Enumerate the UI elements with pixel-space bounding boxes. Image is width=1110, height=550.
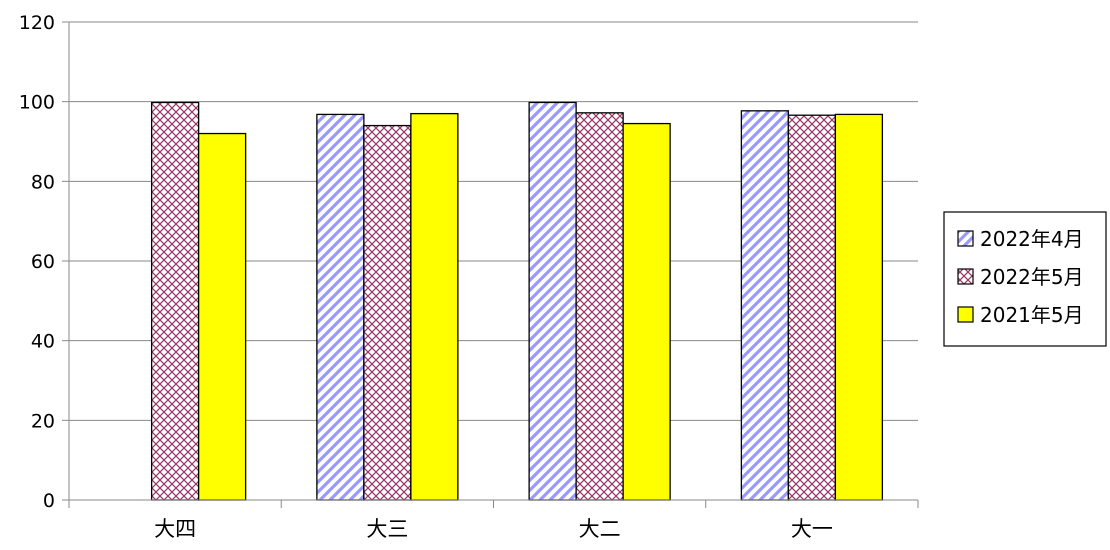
legend-label: 2022年5月	[980, 265, 1084, 289]
bar	[197, 132, 247, 501]
bar	[834, 113, 884, 501]
y-tick-label: 60	[31, 251, 55, 273]
x-category-label: 大二	[579, 517, 621, 541]
x-category-label: 大三	[366, 517, 408, 541]
legend-swatch	[957, 306, 974, 323]
legend-swatch	[957, 268, 974, 285]
bar	[740, 110, 790, 501]
bar	[410, 112, 459, 501]
y-tick-label: 120	[19, 12, 55, 34]
legend-swatch	[957, 230, 974, 247]
bar	[316, 113, 365, 501]
bar	[787, 114, 837, 501]
legend: 2022年4月 2022年5月 2021年5月	[943, 211, 1107, 347]
x-category-label: 大一	[791, 517, 833, 541]
y-tick-label: 80	[31, 171, 55, 193]
bar	[363, 124, 412, 501]
axes: 0 20 40 60 80 100 120 大四 大三 大二 大一	[19, 12, 919, 541]
bar	[622, 122, 671, 501]
y-tick-label: 100	[19, 92, 55, 114]
y-tick-label: 0	[43, 490, 55, 512]
legend-label: 2021年5月	[980, 303, 1084, 327]
bar	[528, 101, 577, 501]
y-tick-label: 20	[31, 410, 55, 432]
y-tick-label: 40	[31, 331, 55, 353]
x-category-label: 大四	[154, 517, 196, 541]
legend-label: 2022年4月	[980, 227, 1084, 251]
bars	[150, 101, 884, 501]
bar	[575, 112, 624, 501]
bar	[150, 101, 200, 501]
